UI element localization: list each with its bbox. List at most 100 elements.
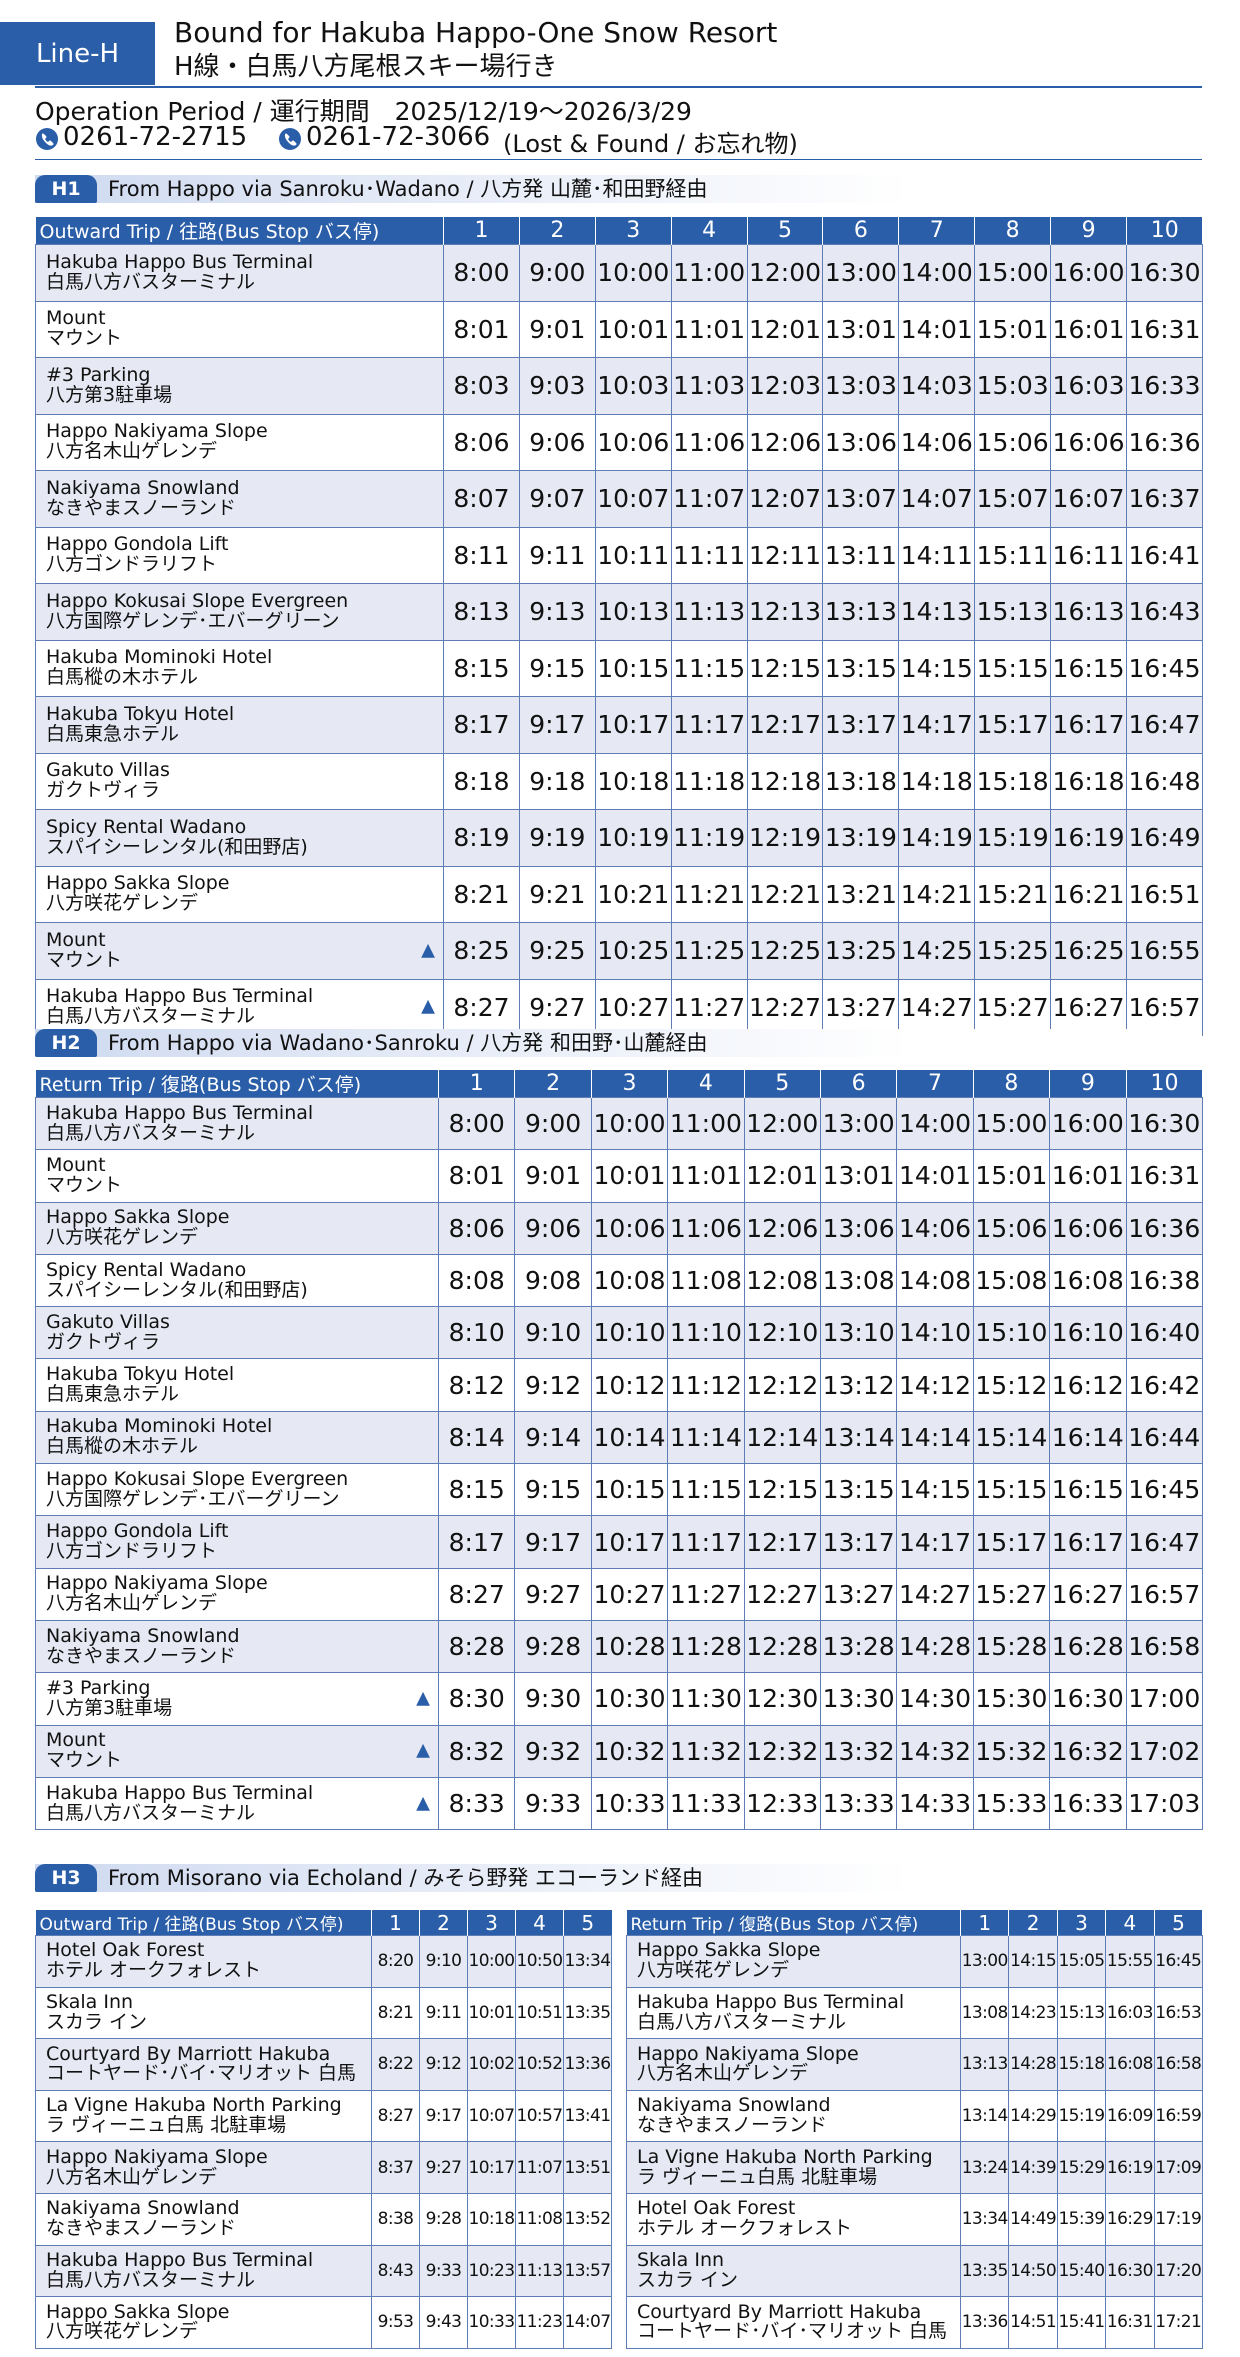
departure-time: 17:21 [1153, 2296, 1203, 2349]
departure-time: 13:15 [822, 639, 900, 697]
departure-time: 9:08 [514, 1253, 592, 1308]
departure-time: 12:03 [746, 357, 824, 415]
departure-time: 12:25 [746, 922, 824, 980]
departure-time: 13:00 [959, 1935, 1010, 1988]
stop-name: Hakuba Mominoki Hotel 白馬樅の木ホテル [35, 639, 444, 697]
stop-row: Hakuba Happo Bus Terminal 白馬八方バスターミナル ▲ 8:2… [35, 978, 1203, 1036]
stop-name-en: Happo Nakiyama Slope [46, 420, 268, 443]
departure-time: 16:42 [1125, 1358, 1203, 1412]
departure-time: 9:06 [514, 1201, 592, 1255]
stop-name: Hotel Oak Forest ホテル オークフォレスト [35, 1935, 372, 1988]
departure-time: 13:00 [822, 244, 900, 302]
stop-name: La Vigne Hakuba North Parking ラ ヴィーニュ白馬 北… [626, 2141, 961, 2194]
stop-name: Skala Inn スカラ イン [35, 1986, 372, 2040]
departure-time: 14:23 [1008, 1986, 1058, 2040]
departure-time: 11:17 [670, 696, 748, 754]
departure-time: 16:30 [1125, 1096, 1203, 1151]
departure-time: 8:37 [371, 2141, 420, 2194]
operation-period: Operation Period / 運行期間 2025/12/19～2026/… [35, 97, 692, 126]
departure-time: 16:40 [1125, 1306, 1203, 1360]
stop-name-en: Happo Gondola Lift [46, 533, 229, 556]
departure-time: 16:47 [1126, 696, 1203, 754]
header-label: Return Trip / 復路(Bus Stop バス停) [626, 1910, 961, 1936]
stop-name: Courtyard By Marriott Hakuba コートヤード･バイ･マリ… [626, 2296, 961, 2349]
departure-time: 13:18 [822, 752, 900, 810]
departure-time: 14:15 [1008, 1935, 1058, 1988]
departure-time: 11:06 [667, 1201, 745, 1255]
departure-time: 13:08 [819, 1253, 898, 1308]
phone-icon [36, 128, 58, 150]
trip-number: 10 [1126, 217, 1203, 245]
departure-time: 8:28 [437, 1619, 516, 1674]
header-label: Outward Trip / 往路(Bus Stop バス停) [35, 1910, 372, 1936]
section-bar [35, 1864, 1202, 1892]
stop-name: Hakuba Happo Bus Terminal 白馬八方バスターミナル ▲ [35, 978, 444, 1036]
stop-name: #3 Parking 八方第3駐車場 [35, 357, 444, 415]
departure-time: 13:34 [959, 2192, 1010, 2246]
stop-row: Happo Sakka Slope 八方咲花ゲレンデ 8:21 9:21 10:21 11… [35, 865, 1203, 923]
departure-time: 9:13 [518, 583, 596, 641]
departure-time: 13:32 [819, 1724, 898, 1778]
stop-name: Mount マウント [35, 1149, 439, 1203]
departure-time: 15:13 [1056, 1986, 1107, 2040]
stop-name-en: Spicy Rental Wadano [46, 1258, 247, 1281]
section-bar [35, 175, 1202, 203]
departure-time: 8:20 [371, 1935, 420, 1988]
stop-name-en: #3 Parking [46, 363, 151, 386]
departure-time: 12:18 [746, 752, 824, 810]
stop-name-en: La Vigne Hakuba North Parking [46, 2094, 342, 2117]
departure-time: 10:06 [590, 1201, 669, 1255]
departure-time: 15:29 [1056, 2141, 1107, 2194]
stop-name: Happo Nakiyama Slope 八方名木山ゲレンデ [35, 413, 444, 471]
departure-time: 12:00 [743, 1096, 821, 1151]
departure-time: 15:15 [972, 1463, 1051, 1517]
departure-time: 8:13 [443, 583, 520, 641]
departure-time: 14:27 [898, 978, 976, 1036]
departure-time: 11:17 [667, 1515, 745, 1569]
stop-row: Happo Sakka Slope 八方咲花ゲレンデ 9:53 9:43 10:33 11… [35, 2296, 612, 2349]
departure-time: 13:34 [563, 1935, 612, 1988]
departure-time: 13:07 [822, 470, 900, 528]
departure-time: 9:03 [518, 357, 596, 415]
departure-time: 15:08 [972, 1253, 1051, 1308]
departure-time: 13:36 [563, 2038, 612, 2091]
departure-time: 9:32 [514, 1724, 592, 1778]
stop-name-ja: 白馬八方バスターミナル [46, 1801, 256, 1824]
departure-time: 16:17 [1050, 696, 1128, 754]
departure-time: 16:06 [1050, 413, 1128, 471]
departure-time: 16:31 [1125, 1149, 1203, 1203]
departure-time: 12:01 [743, 1149, 821, 1203]
departure-time: 9:07 [518, 470, 596, 528]
departure-time: 14:15 [898, 639, 976, 697]
departure-time: 14:13 [898, 583, 976, 641]
stop-name-en: Hakuba Tokyu Hotel [46, 1363, 235, 1386]
stop-mark: ▲ [421, 995, 435, 1017]
departure-time: 8:01 [443, 300, 520, 358]
departure-time: 10:00 [590, 1096, 669, 1151]
stop-name-en: Courtyard By Marriott Hakuba [46, 2042, 331, 2065]
stop-name-ja: 白馬八方バスターミナル [46, 1005, 256, 1028]
departure-time: 16:08 [1049, 1253, 1127, 1308]
departure-time: 15:18 [974, 752, 1052, 810]
departure-time: 16:13 [1050, 583, 1128, 641]
departure-time: 9:33 [514, 1776, 592, 1831]
stop-name-en: Hakuba Mominoki Hotel [46, 1415, 273, 1438]
stop-name-en: Nakiyama Snowland [46, 1624, 240, 1647]
departure-time: 8:32 [437, 1724, 516, 1778]
departure-time: 16:36 [1126, 413, 1203, 471]
departure-time: 16:29 [1105, 2192, 1155, 2246]
departure-time: 16:36 [1125, 1201, 1203, 1255]
trip-number: 3 [1056, 1910, 1106, 1936]
departure-time: 10:28 [590, 1619, 669, 1674]
departure-time: 16:30 [1126, 244, 1203, 302]
stop-row: Nakiyama Snowland なきやまスノーランド 8:28 9:28 10:28… [35, 1619, 1203, 1674]
stop-name-en: Spicy Rental Wadano [46, 815, 247, 838]
departure-time: 11:03 [670, 357, 748, 415]
departure-time: 16:30 [1049, 1672, 1127, 1726]
departure-time: 15:17 [972, 1515, 1051, 1569]
departure-time: 15:27 [972, 1567, 1051, 1621]
departure-time: 16:49 [1126, 809, 1203, 867]
departure-time: 8:00 [443, 244, 520, 302]
stop-mark: ▲ [416, 1792, 430, 1814]
departure-time: 13:03 [822, 357, 900, 415]
